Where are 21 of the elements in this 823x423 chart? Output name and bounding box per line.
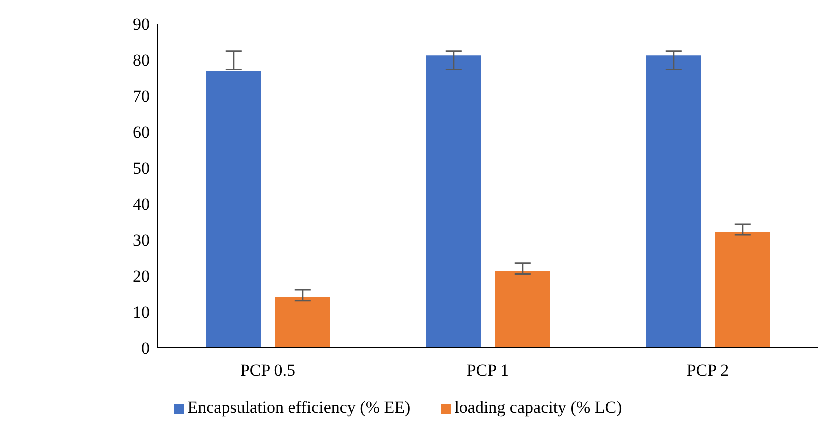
- y-tick-label: 60: [133, 123, 150, 142]
- bar: [206, 72, 262, 348]
- bar: [275, 297, 330, 348]
- bar: [426, 56, 482, 348]
- bar: [715, 232, 770, 348]
- y-tick-label: 50: [133, 159, 150, 178]
- y-tick-label: 80: [133, 51, 150, 70]
- y-tick-label: 0: [142, 339, 150, 358]
- y-tick-label: 30: [133, 231, 150, 250]
- x-tick-label: PCP 1: [466, 361, 510, 380]
- y-tick-label: 10: [133, 303, 150, 322]
- y-tick-label: 90: [133, 15, 150, 34]
- y-tick-label: 70: [133, 87, 150, 106]
- legend-label: loading capacity (% LC): [454, 398, 622, 417]
- x-tick-label: PCP 0.5: [240, 361, 296, 380]
- y-tick-label: 20: [133, 267, 150, 286]
- x-tick-label: PCP 2: [686, 361, 730, 380]
- legend-label: Encapsulation efficiency (% EE): [188, 398, 411, 417]
- bar: [646, 56, 702, 348]
- bar: [495, 270, 550, 348]
- y-tick-label: 40: [133, 195, 150, 214]
